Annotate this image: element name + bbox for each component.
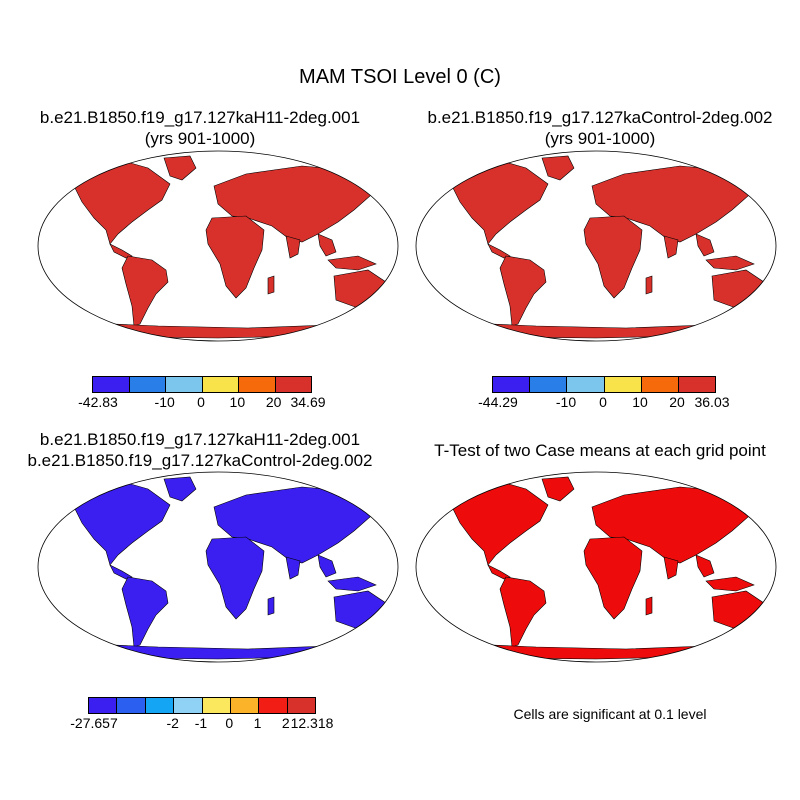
- colorbar-label: -27.657: [70, 715, 118, 731]
- colorbar-label: 0: [197, 394, 205, 410]
- panel-case-title: b.e21.B1850.f19_g17.127kaH11-2deg.001: [39, 108, 361, 127]
- panel-case-years: (yrs 901-1000): [144, 129, 256, 148]
- colorbar-label: -1: [194, 715, 208, 731]
- colorbar-swatch: [230, 698, 260, 713]
- colorbar-swatch: [174, 698, 203, 713]
- colorbar-label: 12.318: [290, 715, 334, 731]
- colorbar-label: 0: [225, 715, 234, 731]
- colorbar-swatch: [530, 377, 568, 392]
- colorbar-swatch: [567, 377, 605, 392]
- colorbar-label: -42.83: [78, 394, 118, 410]
- map-difference: [37, 471, 399, 663]
- colorbar-swatch: [287, 698, 315, 713]
- colorbar-control: [492, 376, 716, 393]
- colorbar-label: 2: [281, 715, 290, 731]
- colorbar-swatch: [145, 698, 175, 713]
- significance-note: Cells are significant at 0.1 level: [513, 706, 707, 722]
- colorbar-swatch: [275, 377, 311, 392]
- panel-control-title: b.e21.B1850.f19_g17.127kaControl-2deg.00…: [427, 108, 773, 127]
- colorbar-label: 20: [265, 394, 282, 410]
- colorbar-label: 1: [253, 715, 262, 731]
- colorbar-label: 20: [669, 394, 685, 410]
- panel-control-years: (yrs 901-1000): [544, 129, 656, 148]
- colorbar-difference: [88, 697, 316, 714]
- colorbar-label: -44.29: [478, 394, 518, 410]
- land-case: [57, 155, 397, 339]
- colorbar-swatch: [89, 698, 118, 713]
- colorbar-label: 34.69: [290, 394, 326, 410]
- colorbar-label: 10: [632, 394, 648, 410]
- panel-diff-title-2: b.e21.B1850.f19_g17.127kaControl-2deg.00…: [27, 451, 373, 470]
- colorbar-label: -10: [154, 394, 175, 410]
- colorbar-case: [92, 376, 312, 393]
- colorbar-swatch: [493, 377, 531, 392]
- colorbar-swatch: [117, 698, 146, 713]
- colorbar-swatch: [641, 377, 679, 392]
- colorbar-label: -2: [166, 715, 179, 731]
- colorbar-label: -10: [555, 394, 577, 410]
- colorbar-label: 0: [599, 394, 607, 410]
- land-ttest: [435, 476, 775, 660]
- colorbar-swatch: [604, 377, 642, 392]
- land-control: [435, 155, 775, 339]
- colorbar-label: 10: [229, 394, 246, 410]
- colorbar-label: 36.03: [694, 394, 730, 410]
- panel-ttest-title: T-Test of two Case means at each grid po…: [434, 441, 766, 460]
- colorbar-swatch: [239, 377, 276, 392]
- colorbar-swatch: [93, 377, 130, 392]
- map-control: [415, 150, 777, 342]
- colorbar-swatch: [166, 377, 203, 392]
- map-ttest: [415, 471, 777, 663]
- colorbar-swatch: [259, 698, 288, 713]
- colorbar-swatch: [678, 377, 716, 392]
- colorbar-swatch: [202, 698, 231, 713]
- main-title: MAM TSOI Level 0 (C): [299, 66, 501, 88]
- land-difference: [57, 476, 397, 660]
- map-case: [37, 150, 399, 342]
- colorbar-swatch: [202, 377, 239, 392]
- panel-diff-title-1: b.e21.B1850.f19_g17.127kaH11-2deg.001: [39, 430, 361, 449]
- colorbar-swatch: [129, 377, 166, 392]
